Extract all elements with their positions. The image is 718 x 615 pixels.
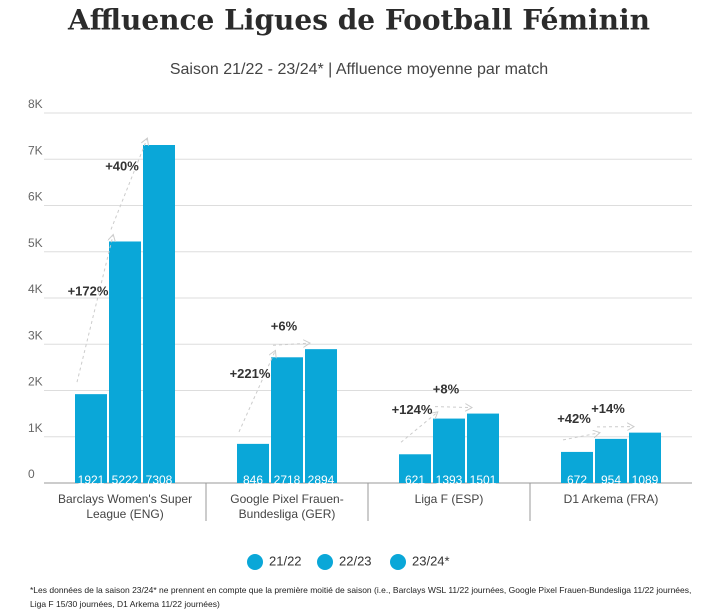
y-tick-label: 4K xyxy=(28,282,43,296)
value-label: 1501 xyxy=(470,473,497,487)
annotation: +124% xyxy=(392,402,433,417)
trend-arrow xyxy=(434,407,471,408)
annotation: +172% xyxy=(68,283,109,298)
bar xyxy=(109,241,141,483)
y-tick-label: 3K xyxy=(28,328,43,342)
annotation: +42% xyxy=(557,411,591,426)
bar xyxy=(561,451,593,483)
trend-arrow xyxy=(110,139,147,230)
bar xyxy=(433,418,465,483)
bar xyxy=(75,394,107,483)
bar xyxy=(629,432,661,483)
trend-arrow xyxy=(76,235,113,383)
bar xyxy=(399,454,431,483)
annotation: +221% xyxy=(230,366,271,381)
trend-arrow xyxy=(238,351,275,433)
x-tick-label: Google Pixel Frauen-Bundesliga (GER) xyxy=(230,492,344,521)
legend-swatch xyxy=(247,554,263,570)
y-tick-label: 7K xyxy=(28,143,43,157)
y-tick-label: 0 xyxy=(28,467,35,481)
value-label: 954 xyxy=(601,473,621,487)
value-label: 621 xyxy=(405,473,425,487)
legend-label: 21/22 xyxy=(269,553,302,568)
y-tick-label: 2K xyxy=(28,375,43,389)
y-tick-label: 5K xyxy=(28,236,43,250)
y-tick-label: 6K xyxy=(28,190,43,204)
legend-label: 23/24* xyxy=(412,553,450,568)
x-tick-label: Liga F (ESP) xyxy=(414,492,484,506)
y-tick-label: 8K xyxy=(28,97,43,111)
value-label: 846 xyxy=(243,473,263,487)
trend-arrow xyxy=(400,413,437,443)
bar xyxy=(143,145,175,483)
annotation: +14% xyxy=(591,401,625,416)
value-label: 1393 xyxy=(436,473,463,487)
chart-subtitle: Saison 21/22 - 23/24* | Affluence moyenn… xyxy=(170,61,548,78)
legend-swatch xyxy=(317,554,333,570)
legend-label: 22/23 xyxy=(339,553,372,568)
value-label: 1921 xyxy=(78,473,105,487)
x-tick-label: D1 Arkema (FRA) xyxy=(563,492,659,506)
trend-arrow xyxy=(562,433,599,441)
bar xyxy=(271,357,303,483)
value-label: 1089 xyxy=(632,473,659,487)
bar xyxy=(595,438,627,483)
value-label: 672 xyxy=(567,473,587,487)
footnote: *Les données de la saison 23/24* ne pren… xyxy=(30,585,692,609)
bar xyxy=(305,349,337,483)
annotation: +8% xyxy=(433,382,460,397)
value-label: 2718 xyxy=(274,473,301,487)
chart-title: Affluence Ligues de Football Féminin xyxy=(67,4,650,37)
annotation: +6% xyxy=(271,319,298,334)
value-label: 5222 xyxy=(112,473,139,487)
annotation: +40% xyxy=(105,159,139,174)
trend-arrow xyxy=(272,343,309,345)
value-label: 7308 xyxy=(146,473,173,487)
value-label: 2894 xyxy=(308,473,335,487)
bar xyxy=(467,413,499,483)
legend-swatch xyxy=(390,554,406,570)
bar xyxy=(237,443,269,483)
x-tick-label: Barclays Women's Super League (ENG) xyxy=(57,492,193,521)
y-tick-label: 1K xyxy=(28,421,43,435)
